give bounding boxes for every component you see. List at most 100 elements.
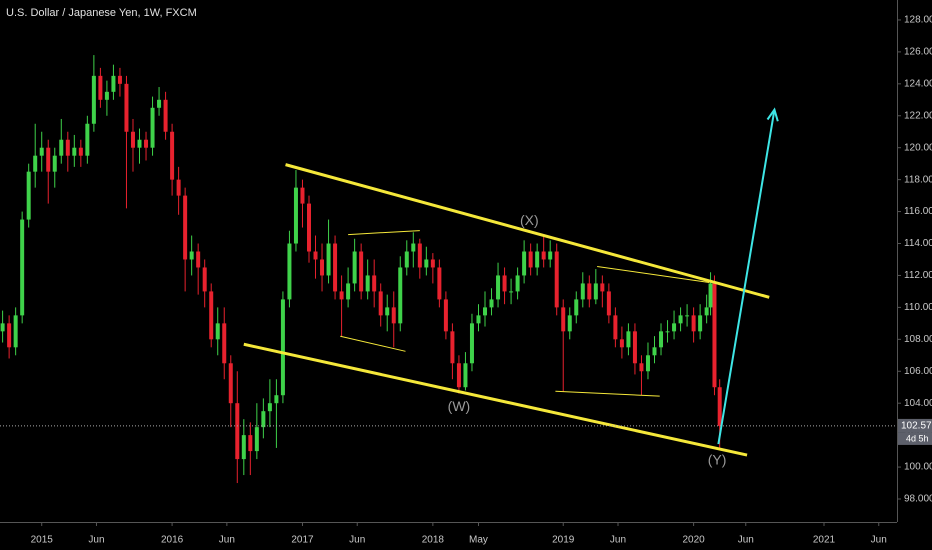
candle-body	[430, 259, 435, 268]
y-tick-label: 104.000	[904, 398, 932, 409]
candle-body	[306, 203, 311, 252]
candle-body	[111, 75, 116, 92]
y-tick-label: 100.000	[904, 462, 932, 473]
x-tick-label: 2019	[552, 535, 575, 546]
candle-body	[20, 219, 25, 316]
x-tick-label: Jun	[610, 535, 626, 546]
candle-body	[287, 243, 292, 300]
y-tick-label: 106.000	[904, 366, 932, 377]
arrow-head	[766, 107, 779, 122]
candle-body	[130, 131, 135, 148]
last-price-label: 102.577	[901, 421, 932, 432]
trend-line	[348, 230, 420, 236]
candle-body	[293, 187, 298, 244]
candle-body	[78, 147, 83, 156]
candle-body	[300, 187, 305, 204]
countdown-box	[898, 432, 932, 445]
candle-body	[372, 275, 377, 292]
candle-body	[587, 283, 592, 300]
candle-body	[411, 243, 416, 252]
candle-body	[398, 267, 403, 324]
candle-body	[365, 275, 370, 292]
candle-body	[176, 179, 181, 196]
y-tick-label: 124.000	[904, 78, 932, 89]
candle-body	[52, 155, 57, 172]
x-tick-label: 2016	[161, 535, 184, 546]
candle-body	[626, 331, 631, 348]
x-tick-label: 2015	[31, 535, 54, 546]
candle-body	[346, 283, 351, 300]
candle-body	[261, 411, 266, 428]
candle-body	[26, 171, 31, 220]
x-tick-label: 2021	[813, 535, 836, 546]
candle-body	[72, 147, 77, 156]
y-tick-label: 118.000	[904, 174, 932, 185]
candle-body	[170, 131, 175, 180]
candle-body	[496, 275, 501, 300]
countdown-label: 4d 5h	[906, 433, 929, 443]
candle-body	[65, 139, 70, 156]
candle-body	[320, 259, 325, 276]
last-price-box	[898, 418, 932, 433]
candle-body	[235, 403, 240, 460]
wave-label: (X)	[520, 212, 539, 228]
x-tick-label: Jun	[219, 535, 235, 546]
candle-body	[567, 315, 572, 332]
candle-body	[215, 323, 220, 340]
candle-body	[274, 395, 279, 404]
candle-body	[450, 331, 455, 364]
y-tick-label: 128.000	[904, 15, 932, 26]
candle-body	[98, 75, 103, 100]
candle-body	[704, 307, 709, 316]
candle-body	[456, 363, 461, 388]
candle-body	[241, 435, 246, 460]
x-tick-label: Jun	[349, 535, 365, 546]
candle-body	[13, 315, 18, 348]
x-tick-label: 2018	[422, 535, 445, 546]
y-tick-label: 98.000	[904, 494, 932, 505]
candle-body	[489, 299, 494, 308]
candle-body	[469, 323, 474, 364]
trend-line	[243, 342, 748, 457]
candle-body	[541, 251, 546, 260]
candle-body	[522, 251, 527, 276]
candle-body	[150, 107, 155, 148]
candle-body	[248, 435, 253, 452]
candle-body	[561, 307, 566, 332]
candle-body	[104, 91, 109, 100]
candle-body	[580, 283, 585, 300]
candle-body	[359, 251, 364, 292]
candle-body	[117, 75, 122, 84]
candle-body	[333, 243, 338, 292]
candle-body	[717, 387, 722, 426]
candle-body	[659, 331, 664, 348]
candle-body	[515, 275, 520, 292]
candle-body	[698, 315, 703, 332]
candle-body	[606, 291, 611, 316]
candle-body	[326, 243, 331, 276]
y-tick-label: 108.000	[904, 334, 932, 345]
candle-body	[7, 323, 12, 348]
candle-body	[209, 291, 214, 340]
x-tick-label: Jun	[871, 535, 887, 546]
candle-body	[645, 355, 650, 372]
trend-line	[597, 266, 710, 283]
candle-body	[685, 315, 690, 317]
candle-body	[280, 299, 285, 396]
candle-body	[691, 315, 696, 332]
trend-line	[340, 335, 406, 352]
candle-body	[124, 83, 129, 132]
candle-body	[33, 155, 38, 172]
wave-label: (Y)	[708, 451, 727, 467]
candle-body	[443, 299, 448, 332]
candle-body	[600, 283, 605, 292]
candle-body	[632, 331, 637, 364]
candle-body	[46, 147, 51, 172]
candle-body	[678, 315, 683, 324]
candle-body	[404, 251, 409, 268]
trend-line	[555, 390, 660, 397]
candle-body	[196, 251, 201, 268]
candle-body	[157, 99, 162, 108]
candle-body	[144, 139, 149, 148]
